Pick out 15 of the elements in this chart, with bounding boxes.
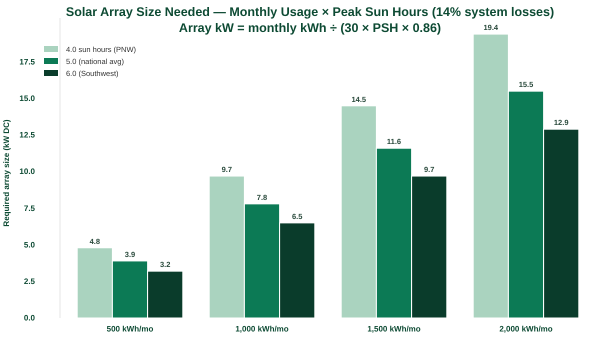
y-tick-label: 2.5 [24,276,36,286]
x-tick-label: 1,000 kWh/mo [235,324,289,334]
y-tick-label: 0.0 [24,314,36,323]
y-tick-label: 12.5 [19,130,36,140]
chart-subtitle: Array kW = monthly kWh ÷ (30 × PSH × 0.86) [178,21,442,35]
y-tick-label: 5.0 [24,240,36,250]
y-tick-label: 10.0 [19,167,36,176]
x-tick-label: 2,000 kWh/mo [499,324,553,334]
x-tick-label: 500 kWh/mo [106,324,154,334]
y-tick-label: 7.5 [24,204,36,213]
y-axis-title: Required array size (kW DC) [2,119,11,227]
x-tick-label: 1,500 kWh/mo [367,324,421,334]
y-tick-label: 15.0 [19,94,36,104]
chart-title: Solar Array Size Needed — Monthly Usage × Peak Sun Hours (14% system losses) [66,5,554,19]
y-tick-label: 17.5 [19,57,36,66]
